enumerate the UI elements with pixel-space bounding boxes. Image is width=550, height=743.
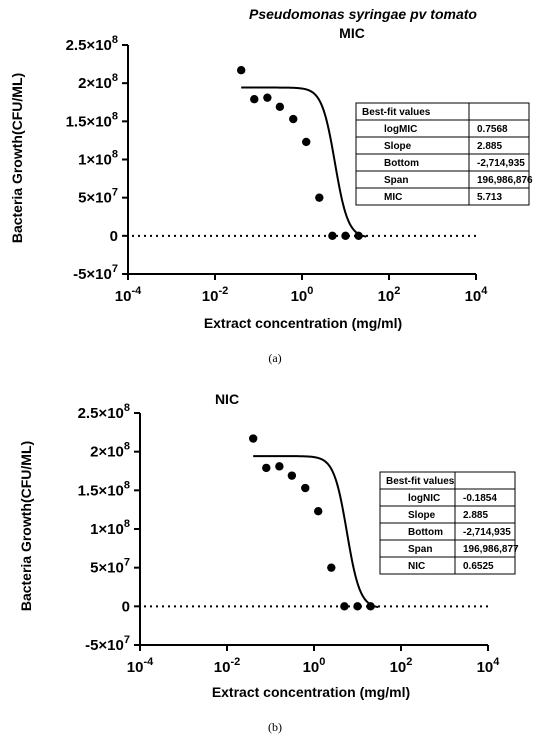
data-point bbox=[289, 114, 298, 124]
table-param-name: Span bbox=[408, 544, 432, 555]
data-point bbox=[302, 137, 311, 147]
data-point bbox=[366, 602, 375, 611]
chart-title: NIC bbox=[215, 391, 239, 407]
data-point bbox=[353, 602, 362, 611]
y-tick-label: 5×107 bbox=[90, 557, 130, 577]
data-point bbox=[262, 463, 271, 473]
data-point bbox=[250, 94, 259, 104]
table-param-value: 196,986,877 bbox=[463, 544, 519, 555]
x-tick-label: 10-2 bbox=[202, 285, 228, 305]
table-param-value: 2.885 bbox=[477, 141, 502, 152]
table-param-value: 2.885 bbox=[463, 510, 488, 521]
table-param-value: -2,714,935 bbox=[477, 158, 525, 169]
x-tick-label: 10-4 bbox=[115, 285, 142, 305]
table-param-name: Slope bbox=[408, 510, 436, 521]
x-tick-label: 100 bbox=[303, 656, 326, 676]
x-tick-label: 104 bbox=[465, 285, 489, 305]
x-axis-label: Extract concentration (mg/ml) bbox=[204, 315, 402, 331]
data-point bbox=[275, 102, 285, 112]
data-point bbox=[314, 507, 323, 516]
data-point bbox=[275, 462, 284, 471]
panel-b: NIC2.5×1082×1081.5×1081×1085×1070-5×1071… bbox=[18, 391, 519, 734]
y-tick-label: -5×107 bbox=[73, 263, 118, 283]
data-point bbox=[287, 471, 297, 480]
table-param-value: 0.6525 bbox=[463, 561, 494, 572]
table-param-name: Span bbox=[384, 175, 408, 186]
data-point bbox=[354, 231, 363, 241]
fit-curve bbox=[253, 455, 379, 609]
y-tick-label: 1×108 bbox=[78, 149, 118, 169]
table-header: Best-fit values bbox=[362, 107, 431, 118]
x-tick-label: 10-2 bbox=[214, 656, 240, 676]
best-fit-table: Best-fit values logNIC -0.1854 Slope 2.885 Bo… bbox=[379, 471, 519, 575]
y-axis-label: Bacteria Growth(CFU/ML) bbox=[18, 441, 34, 611]
data-point bbox=[340, 602, 349, 611]
y-tick-label: 1.5×108 bbox=[66, 110, 118, 130]
y-tick-label: 2×108 bbox=[90, 441, 130, 461]
table-param-name: NIC bbox=[408, 561, 425, 572]
table-param-name: Bottom bbox=[408, 527, 443, 538]
best-fit-table: Best-fit values logMIC 0.7568 Slope 2.885 Bot… bbox=[355, 102, 533, 206]
table-param-name: logMIC bbox=[384, 124, 417, 135]
x-tick-label: 104 bbox=[477, 656, 501, 676]
panel-caption: (a) bbox=[268, 351, 281, 365]
data-point bbox=[327, 563, 336, 572]
data-point bbox=[328, 231, 337, 241]
table-param-value: -2,714,935 bbox=[463, 527, 511, 538]
x-tick-label: 102 bbox=[378, 285, 401, 305]
y-tick-label: 1.5×108 bbox=[78, 479, 130, 499]
table-param-name: logNIC bbox=[408, 493, 440, 504]
table-param-name: Slope bbox=[384, 141, 412, 152]
data-point bbox=[236, 65, 246, 75]
data-point bbox=[341, 231, 350, 241]
y-tick-label: 0 bbox=[122, 598, 130, 615]
organism-title: Pseudomonas syringae pv tomato bbox=[249, 6, 477, 22]
table-param-value: 5.713 bbox=[477, 192, 502, 203]
y-tick-label: 0 bbox=[110, 228, 118, 245]
x-tick-label: 102 bbox=[390, 656, 413, 676]
data-point bbox=[263, 93, 272, 102]
y-tick-label: -5×107 bbox=[85, 634, 130, 654]
y-tick-label: 2.5×108 bbox=[78, 402, 130, 422]
y-tick-label: 1×108 bbox=[90, 518, 130, 538]
y-tick-label: 5×107 bbox=[78, 187, 118, 207]
chart-title: MIC bbox=[339, 25, 365, 41]
x-tick-label: 100 bbox=[291, 285, 314, 305]
x-tick-label: 10-4 bbox=[127, 656, 154, 676]
table-header: Best-fit values bbox=[386, 476, 455, 487]
y-tick-label: 2×108 bbox=[78, 72, 118, 92]
table-param-value: 0.7568 bbox=[477, 124, 508, 135]
data-point bbox=[248, 434, 258, 443]
panel-a: MIC2.5×1082×1081.5×1081×1085×1070-5×1071… bbox=[9, 25, 533, 365]
y-axis-label: Bacteria Growth(CFU/ML) bbox=[9, 73, 25, 243]
table-param-value: 196,986,876 bbox=[477, 175, 533, 186]
table-param-value: -0.1854 bbox=[463, 493, 497, 504]
y-tick-label: 2.5×108 bbox=[66, 34, 118, 54]
table-param-name: MIC bbox=[384, 192, 402, 203]
fit-curve bbox=[241, 86, 367, 238]
data-point bbox=[315, 193, 324, 202]
x-axis-label: Extract concentration (mg/ml) bbox=[212, 684, 410, 700]
table-param-name: Bottom bbox=[384, 158, 419, 169]
data-point bbox=[301, 483, 310, 493]
panel-caption: (b) bbox=[268, 720, 282, 734]
